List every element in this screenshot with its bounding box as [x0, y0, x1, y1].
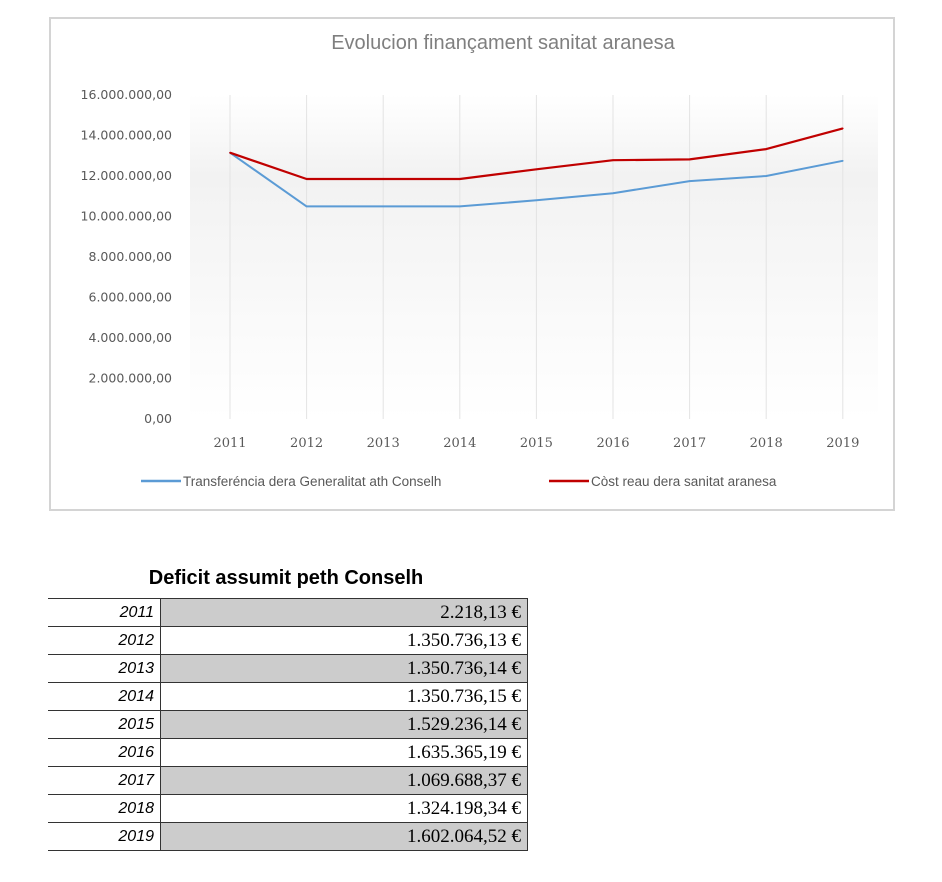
data-point [382, 178, 385, 180]
year-cell: 2011 [48, 598, 161, 627]
data-point [459, 178, 461, 180]
y-tick-label: 16.000.000,00 [81, 87, 172, 102]
year-cell: 2014 [48, 682, 161, 711]
data-point [842, 127, 844, 130]
table-row: 2011 2.218,13 € [48, 598, 528, 627]
x-tick-label: 2019 [826, 436, 859, 451]
data-point [459, 205, 461, 208]
y-tick-label: 0,00 [144, 411, 172, 426]
data-point [688, 180, 691, 182]
year-cell: 2017 [48, 766, 161, 795]
table-row: 2019 1.602.064,52 € [48, 822, 528, 851]
deficit-amount-cell: 1.069.688,37 € [160, 766, 528, 795]
table-title: Deficit assumit peth Conselh [148, 567, 424, 589]
y-tick-label: 12.000.000,00 [81, 168, 172, 183]
data-point [765, 175, 767, 177]
deficit-amount-cell: 1.350.736,15 € [160, 682, 528, 711]
year-cell: 2012 [48, 626, 161, 655]
data-point [229, 151, 231, 154]
line-chart: Evolucion finançament sanitat aranesa 0,… [81, 32, 878, 489]
data-point [842, 160, 844, 162]
y-tick-label: 6.000.000,00 [89, 290, 173, 305]
data-point [765, 148, 767, 150]
x-tick-label: 2012 [290, 436, 323, 451]
legend-label: Còst reau dera sanitat aranesa [591, 474, 777, 489]
year-cell: 2016 [48, 738, 161, 767]
year-cell: 2015 [48, 710, 161, 739]
data-point [535, 168, 538, 171]
table-row: 2017 1.069.688,37 € [48, 766, 528, 795]
y-tick-label: 4.000.000,00 [89, 330, 173, 345]
x-tick-label: 2014 [443, 436, 476, 451]
table-row: 2016 1.635.365,19 € [48, 738, 528, 767]
year-cell: 2013 [48, 654, 161, 683]
y-tick-label: 8.000.000,00 [89, 249, 173, 264]
year-cell: 2018 [48, 794, 161, 823]
deficit-amount-cell: 2.218,13 € [160, 598, 528, 627]
data-point [305, 178, 308, 180]
y-tick-label: 14.000.000,00 [81, 128, 172, 143]
deficit-amount-cell: 1.350.736,13 € [160, 626, 528, 655]
x-tick-label: 2015 [520, 436, 553, 451]
deficit-amount-cell: 1.529.236,14 € [160, 710, 528, 739]
table-row: 2015 1.529.236,14 € [48, 710, 528, 739]
deficit-amount-cell: 1.602.064,52 € [160, 822, 528, 851]
chart-title: Evolucion finançament sanitat aranesa [331, 32, 675, 54]
y-tick-label: 2.000.000,00 [89, 371, 173, 386]
data-point [382, 205, 385, 208]
table-row: 2018 1.324.198,34 € [48, 794, 528, 823]
data-point [535, 199, 538, 202]
year-cell: 2019 [48, 822, 161, 851]
table-row: 2013 1.350.736,14 € [48, 654, 528, 683]
deficit-table: 2011 2.218,13 €2012 1.350.736,13 €2013 1.35… [48, 598, 528, 851]
table-row: 2012 1.350.736,13 € [48, 626, 528, 655]
legend-label: Transferéncia dera Generalitat ath Conse… [183, 474, 441, 489]
table-row: 2014 1.350.736,15 € [48, 682, 528, 711]
deficit-amount-cell: 1.324.198,34 € [160, 794, 528, 823]
data-point [305, 205, 308, 208]
x-tick-label: 2016 [596, 436, 629, 451]
deficit-amount-cell: 1.635.365,19 € [160, 738, 528, 767]
x-tick-label: 2018 [750, 436, 783, 451]
x-tick-label: 2013 [367, 436, 400, 451]
x-tick-label: 2011 [213, 436, 246, 451]
plot-area [190, 95, 878, 419]
data-point [612, 192, 614, 195]
x-tick-label: 2017 [673, 436, 706, 451]
deficit-amount-cell: 1.350.736,14 € [160, 654, 528, 683]
data-point [612, 159, 614, 162]
y-tick-label: 10.000.000,00 [81, 209, 172, 224]
data-point [688, 158, 691, 161]
